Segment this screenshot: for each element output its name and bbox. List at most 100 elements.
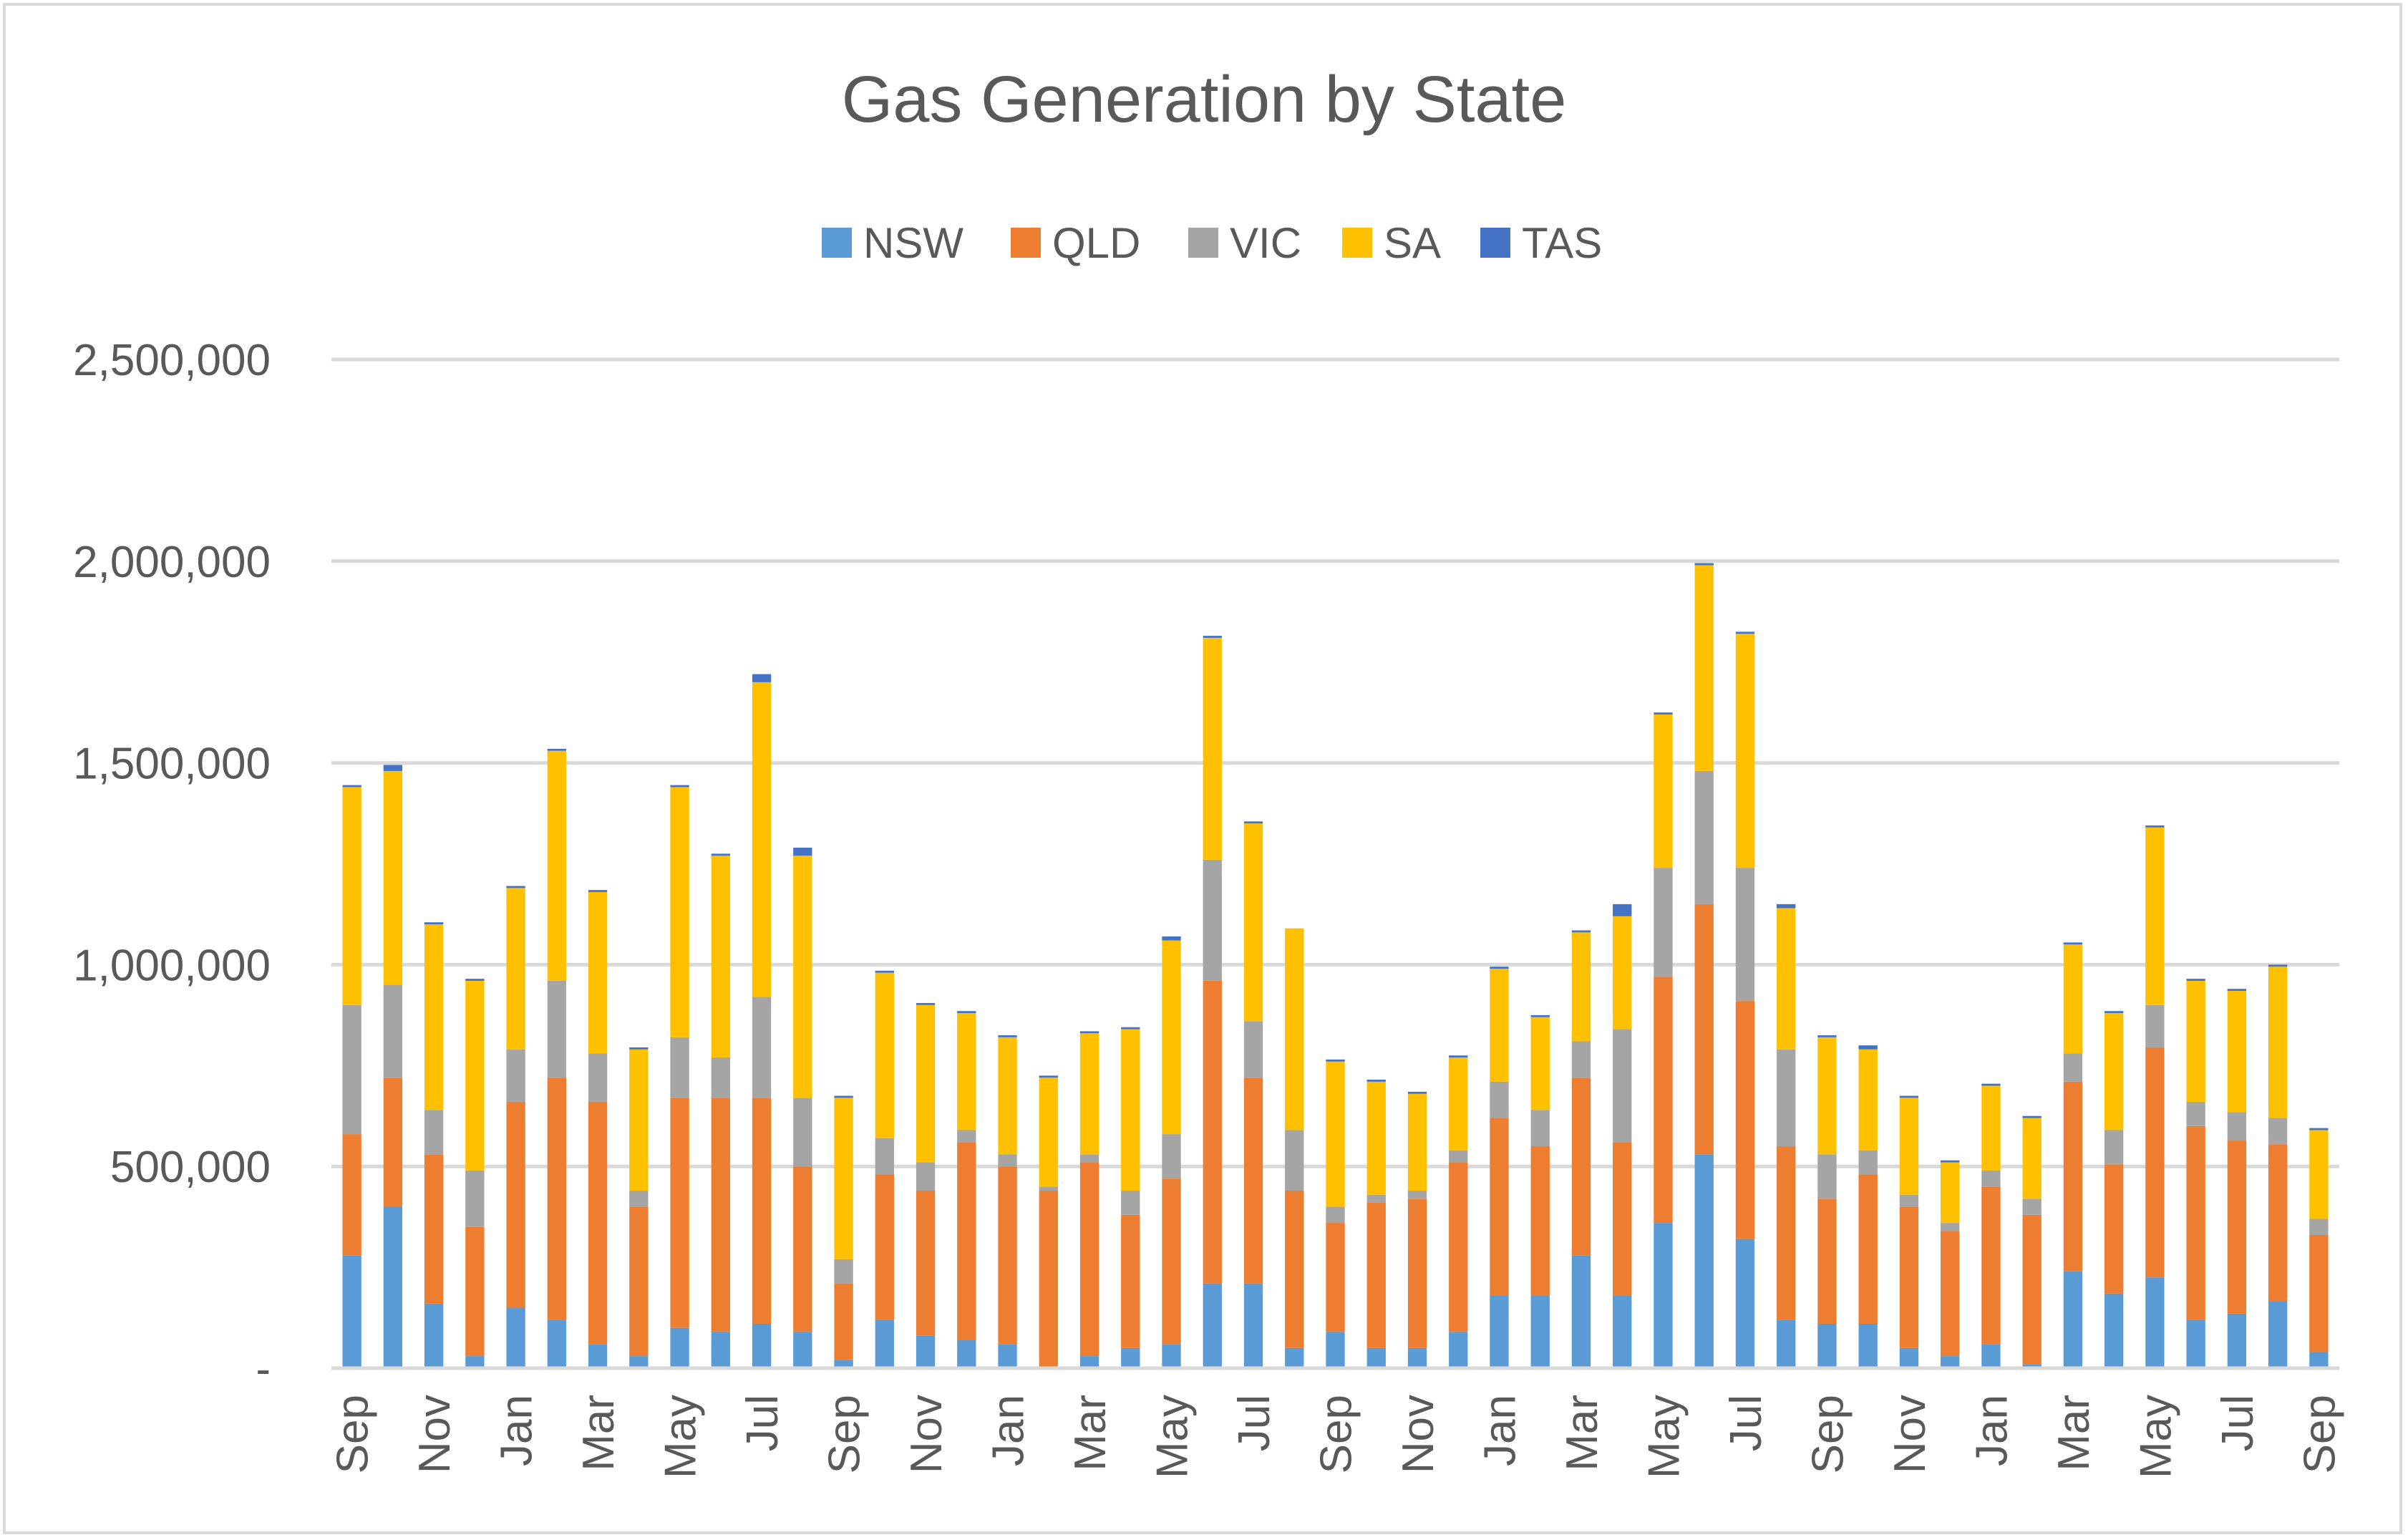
x-tick-label: Sep bbox=[329, 1395, 378, 1473]
bar-vic bbox=[1817, 1154, 1837, 1199]
bar-sa bbox=[1490, 969, 1509, 1082]
bar-qld bbox=[2227, 1140, 2247, 1314]
bar-qld bbox=[1162, 1178, 1181, 1345]
bar-qld bbox=[342, 1134, 361, 1256]
bar-tas bbox=[1079, 1031, 1099, 1034]
bar-stack-22 bbox=[1243, 821, 1263, 1368]
bar-qld bbox=[1285, 1191, 1304, 1348]
bar-nsw bbox=[588, 1344, 608, 1368]
legend-item-nsw: NSW bbox=[822, 219, 963, 267]
bar-tas bbox=[957, 1011, 976, 1014]
bar-tas bbox=[424, 922, 444, 925]
bar-stack-3 bbox=[465, 979, 485, 1368]
bar-qld bbox=[1777, 1146, 1796, 1320]
bar-tas bbox=[1203, 636, 1222, 638]
bar-qld bbox=[1571, 1077, 1591, 1256]
bar-tas bbox=[752, 674, 772, 682]
y-tick-label: 500,000 bbox=[110, 1143, 271, 1192]
bar-vic bbox=[1941, 1223, 1960, 1231]
legend-swatch-nsw bbox=[822, 228, 852, 258]
bar-sa bbox=[875, 972, 894, 1138]
bar-vic bbox=[2268, 1118, 2288, 1145]
bar-qld bbox=[1243, 1077, 1263, 1284]
bar-vic bbox=[793, 1098, 812, 1167]
bar-vic bbox=[2022, 1198, 2042, 1215]
bar-tas bbox=[1981, 1083, 2001, 1086]
bar-qld bbox=[834, 1283, 853, 1360]
bar-qld bbox=[506, 1102, 525, 1308]
bar-tas bbox=[342, 785, 361, 788]
bar-nsw bbox=[793, 1332, 812, 1368]
bar-vic bbox=[383, 984, 403, 1078]
x-tick-label: Nov bbox=[410, 1395, 460, 1473]
bar-qld bbox=[1941, 1231, 1960, 1357]
x-tick-label: Jan bbox=[984, 1395, 1034, 1466]
bar-stack-48 bbox=[2309, 1128, 2329, 1368]
bar-nsw bbox=[1654, 1223, 1673, 1368]
x-tick-label: May bbox=[656, 1395, 706, 1478]
bar-tas bbox=[2022, 1115, 2042, 1118]
bar-tas bbox=[1326, 1059, 1345, 1062]
bar-qld bbox=[875, 1174, 894, 1320]
bar-stack-6 bbox=[588, 890, 608, 1368]
bar-tas bbox=[1449, 1055, 1468, 1058]
bar-nsw bbox=[383, 1206, 403, 1368]
x-tick-label: Jul bbox=[1230, 1395, 1279, 1451]
bar-sa bbox=[998, 1037, 1017, 1155]
bar-stack-0 bbox=[342, 785, 361, 1368]
bar-vic bbox=[2145, 1004, 2165, 1047]
bar-sa bbox=[1039, 1077, 1058, 1187]
bar-qld bbox=[2309, 1235, 2329, 1352]
bar-vic bbox=[1285, 1130, 1304, 1191]
bar-vic bbox=[1326, 1206, 1345, 1224]
bar-qld bbox=[1326, 1223, 1345, 1332]
bar-tas bbox=[1654, 712, 1673, 715]
y-tick-label: 1,500,000 bbox=[73, 740, 271, 789]
bar-sa bbox=[1449, 1057, 1468, 1151]
legend-item-qld: QLD bbox=[1011, 219, 1140, 267]
bar-sa bbox=[711, 856, 730, 1058]
bar-stack-21 bbox=[1203, 636, 1222, 1368]
bar-stack-33 bbox=[1694, 563, 1714, 1368]
bar-vic bbox=[2063, 1053, 2083, 1082]
bar-stack-40 bbox=[1981, 1083, 2001, 1368]
gridlines bbox=[331, 357, 2339, 1168]
x-tick-label: May bbox=[2131, 1395, 2180, 1478]
bar-qld bbox=[1899, 1206, 1919, 1348]
bar-stack-39 bbox=[1941, 1160, 1960, 1368]
bar-sa bbox=[1121, 1029, 1140, 1191]
legend-swatch-tas bbox=[1480, 228, 1510, 258]
bar-sa bbox=[834, 1098, 853, 1259]
bar-stack-15 bbox=[957, 1011, 976, 1368]
bar-nsw bbox=[1941, 1356, 1960, 1368]
bar-nsw bbox=[1777, 1319, 1796, 1368]
legend-label-vic: VIC bbox=[1230, 219, 1301, 267]
bar-stack-19 bbox=[1121, 1027, 1140, 1368]
bar-qld bbox=[588, 1102, 608, 1345]
bar-nsw bbox=[1694, 1154, 1714, 1368]
bar-stack-29 bbox=[1530, 1014, 1550, 1368]
bar-vic bbox=[752, 997, 772, 1098]
bar-nsw bbox=[1079, 1356, 1099, 1368]
bar-sa bbox=[670, 787, 689, 1037]
bar-qld bbox=[752, 1098, 772, 1325]
bar-tas bbox=[1899, 1095, 1919, 1098]
bar-vic bbox=[1121, 1191, 1140, 1215]
bar-stack-35 bbox=[1777, 904, 1796, 1368]
bar-vic bbox=[547, 980, 567, 1078]
bar-vic bbox=[1899, 1194, 1919, 1207]
bar-vic bbox=[957, 1130, 976, 1143]
bar-qld bbox=[1203, 980, 1222, 1284]
bar-sa bbox=[2063, 944, 2083, 1054]
bar-qld bbox=[1079, 1162, 1099, 1357]
bar-qld bbox=[1407, 1198, 1427, 1348]
bar-nsw bbox=[2309, 1352, 2329, 1368]
x-tick-label: Jan bbox=[1967, 1395, 2016, 1466]
x-tick-label: Mar bbox=[1558, 1395, 1607, 1471]
bar-qld bbox=[465, 1226, 485, 1357]
bar-sa bbox=[752, 682, 772, 997]
bar-tas bbox=[2309, 1128, 2329, 1130]
bar-tas bbox=[1366, 1080, 1386, 1082]
bar-stack-41 bbox=[2022, 1115, 2042, 1368]
bar-stack-31 bbox=[1613, 904, 1632, 1368]
